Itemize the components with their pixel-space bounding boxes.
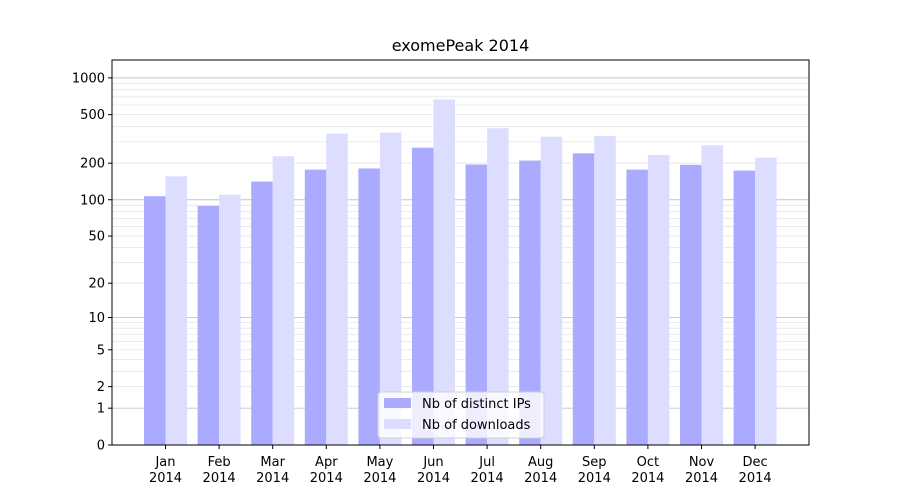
x-tick-label: Apr 2014 (310, 455, 343, 486)
y-axis: 0 1 2 5 10 20 50 100 200 500 1000 (72, 71, 112, 454)
bar-downloads (433, 99, 455, 445)
bar-downloads (487, 128, 509, 446)
x-tick-label: Jun 2014 (417, 455, 450, 486)
legend-swatch (384, 398, 411, 408)
bar-distinct-ips (144, 196, 166, 445)
legend-label: Nb of downloads (422, 418, 531, 433)
x-tick-label: Aug 2014 (524, 455, 557, 486)
x-tick-label: Dec 2014 (739, 455, 772, 486)
y-tick-label: 5 (97, 343, 105, 358)
bar-distinct-ips (358, 168, 380, 445)
x-tick-label: Jan 2014 (149, 455, 182, 486)
x-tick-label: Sep 2014 (578, 455, 611, 486)
bar-downloads (755, 157, 777, 445)
x-axis: Jan 2014 Feb 2014 Mar 2014 Apr 2014 May 2014 Jun 20… (149, 445, 772, 486)
y-tick-label: 200 (80, 157, 105, 172)
bar-downloads (165, 176, 187, 445)
bar-downloads (219, 194, 241, 445)
legend-box (377, 391, 545, 439)
bar-distinct-ips (519, 160, 541, 445)
y-tick-label: 1 (97, 402, 105, 417)
bar-distinct-ips (412, 147, 434, 445)
x-tick-label: Jul 2014 (471, 455, 504, 486)
plot-frame (111, 59, 810, 446)
x-tick-label: Nov 2014 (685, 455, 718, 486)
y-tick-label: 0 (97, 439, 105, 454)
chart-title: exomePeak 2014 (392, 36, 530, 55)
y-tick-label: 2 (97, 380, 105, 395)
bar-distinct-ips (465, 164, 488, 445)
bar-downloads (540, 136, 563, 446)
x-tick-label: May 2014 (363, 455, 396, 486)
y-tick-label: 1000 (72, 71, 105, 86)
y-tick-label: 20 (88, 277, 105, 292)
bar-downloads (647, 155, 670, 445)
legend-label: Nb of distinct IPs (422, 397, 531, 412)
bar-distinct-ips (733, 170, 756, 446)
bar-downloads (379, 132, 402, 445)
bar-distinct-ips (304, 169, 327, 445)
bar-distinct-ips (572, 153, 595, 445)
legend: Nb of distinct IPs Nb of downloads (377, 391, 545, 439)
bar-downloads (326, 133, 348, 445)
y-tick-label: 50 (88, 230, 105, 245)
bar-downloads (272, 156, 295, 445)
y-tick-label: 500 (80, 108, 105, 123)
bar-downloads (701, 145, 723, 445)
legend-swatch (384, 419, 411, 429)
bar-distinct-ips (626, 169, 648, 445)
y-tick-label: 10 (88, 311, 105, 326)
y-tick-label: 100 (80, 193, 105, 208)
bar-downloads (594, 135, 616, 445)
bars (144, 99, 777, 446)
bar-distinct-ips (680, 164, 702, 446)
x-tick-label: Oct 2014 (631, 455, 664, 486)
x-tick-label: Feb 2014 (203, 455, 236, 486)
bar-distinct-ips (251, 181, 273, 445)
bar-distinct-ips (197, 205, 220, 445)
x-tick-label: Mar 2014 (256, 455, 289, 486)
